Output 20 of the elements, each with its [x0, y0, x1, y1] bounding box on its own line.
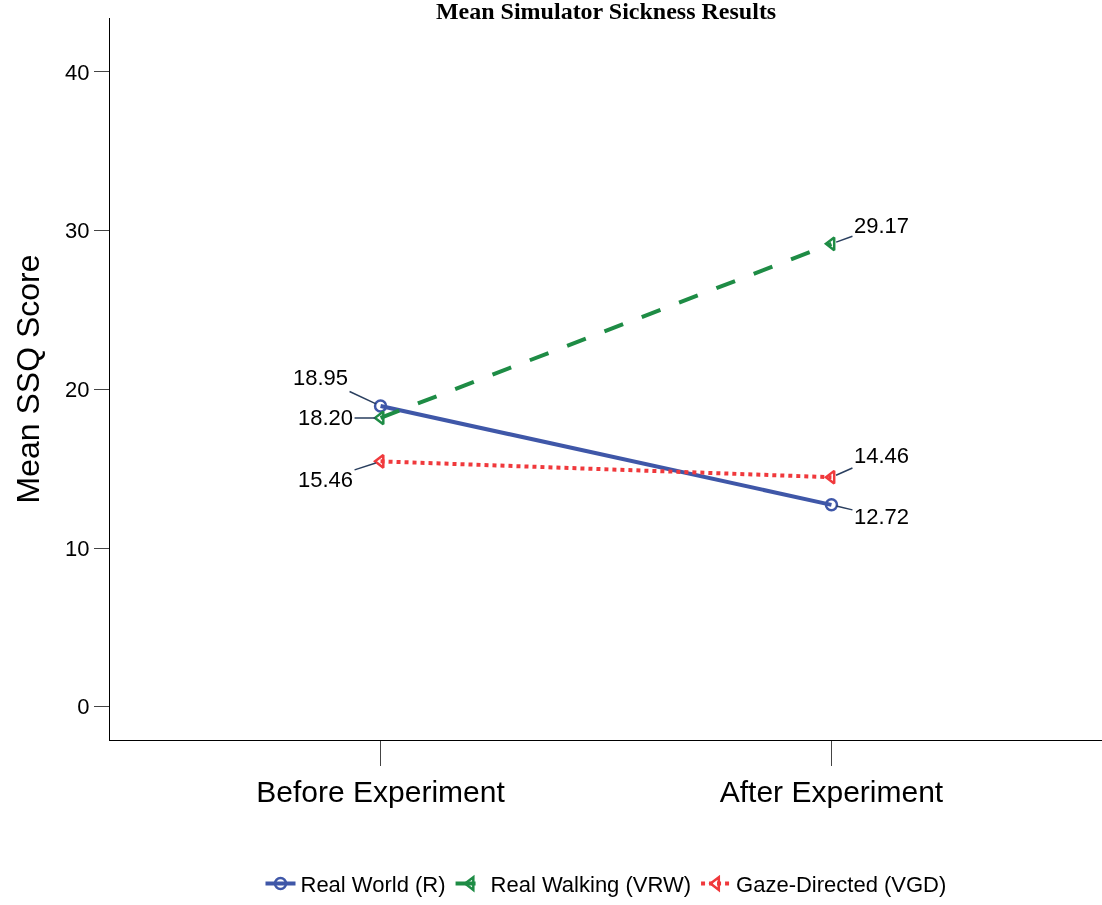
- x-tick-label: Before Experiment: [256, 775, 506, 808]
- y-axis-title: Mean SSQ Score: [10, 254, 47, 504]
- data-label: 15.46: [298, 467, 354, 492]
- legend-label: Gaze-Directed (VGD): [736, 872, 947, 898]
- legend-label: Real World (R): [300, 872, 446, 898]
- y-tick-label: 0: [77, 694, 90, 720]
- data-label: 12.72: [854, 504, 910, 529]
- y-tick-label: 40: [65, 59, 90, 85]
- x-tick-label: After Experiment: [719, 775, 944, 808]
- y-tick-label: 20: [65, 377, 90, 403]
- chart-title: Mean Simulator Sickness Results: [435, 0, 777, 24]
- y-tick-label: 10: [65, 535, 90, 561]
- data-label: 29.17: [854, 213, 910, 238]
- data-label: 18.95: [293, 365, 349, 390]
- data-label: 14.46: [854, 443, 910, 468]
- point: [824, 498, 839, 512]
- data-label: 18.20: [298, 405, 354, 430]
- y-tick-label: 30: [65, 218, 90, 244]
- point: [373, 399, 388, 413]
- legend-label: Real Walking (VRW): [490, 872, 692, 898]
